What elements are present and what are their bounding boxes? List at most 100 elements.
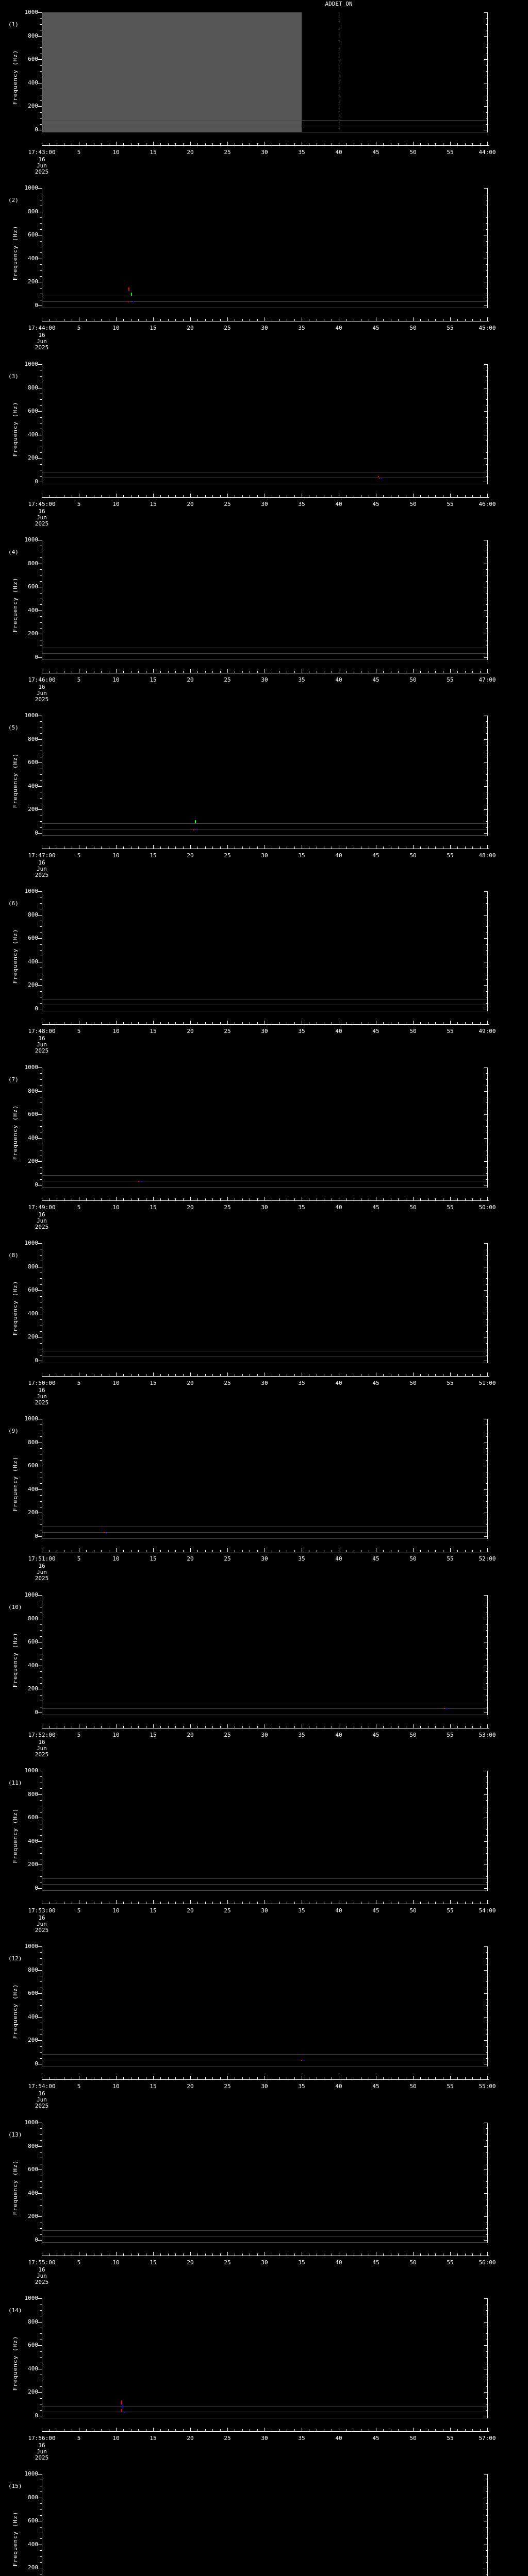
x-tick-label: 50: [409, 149, 417, 156]
x-tick: [49, 671, 50, 673]
y-tick: [40, 1179, 42, 1180]
y-tick: [40, 1343, 42, 1344]
y-tick: [486, 1448, 488, 1449]
y-tick: [486, 2333, 488, 2334]
x-tick: [227, 845, 228, 849]
date-label: Jun: [37, 866, 47, 872]
x-tick: [123, 671, 124, 673]
x-tick: [205, 1550, 206, 1552]
x-tick: [465, 1198, 466, 1200]
reference-line: [42, 1538, 488, 1539]
frequency-axis-label: Frequency (Hz): [12, 1280, 19, 1336]
date-label: Jun: [37, 1217, 47, 1224]
y-tick-label: 200: [28, 2564, 38, 2571]
x-tick: [420, 1902, 421, 1904]
date-label: 16: [38, 1739, 45, 1745]
y-tick-label: 400: [28, 1310, 38, 1317]
date-label: 2025: [35, 2454, 49, 2461]
y-tick: [40, 1296, 42, 1297]
x-tick-label: 55: [447, 1204, 454, 1211]
x-tick: [86, 319, 87, 321]
x-tick: [480, 495, 481, 497]
spectrogram-panel: 0 200 400 600 800 1000 17:56:00 5 10 15 20 25 30 35 40…: [0, 2286, 528, 2462]
x-tick: [212, 2253, 213, 2256]
x-tick-label: 5: [77, 1907, 81, 1914]
x-tick: [294, 1550, 295, 1552]
y-tick-label: 800: [28, 384, 38, 391]
x-tick: [123, 1022, 124, 1024]
y-tick-label: 400: [28, 1486, 38, 1493]
y-tick: [40, 476, 42, 477]
x-tick: [175, 2429, 176, 2431]
x-tick-label: 35: [298, 1732, 305, 1738]
y-tick: [40, 1126, 42, 1127]
y-tick: [40, 1847, 42, 1848]
y-tick: [40, 1776, 42, 1777]
x-tick: [138, 1198, 139, 1200]
x-tick: [101, 2429, 102, 2431]
x-tick: [220, 1198, 221, 1200]
x-tick: [294, 671, 295, 673]
panel-index-label: (12): [8, 1955, 22, 1962]
spectrogram-panel: 0 200 400 600 800 1000 17:53:00 5 10 15 20 25 30 35 40…: [0, 1758, 528, 1935]
x-tick: [183, 2077, 184, 2079]
y-tick-label: 0: [35, 1533, 38, 1539]
x-tick: [294, 319, 295, 321]
date-label: 16: [38, 2090, 45, 2097]
x-tick: [49, 2429, 50, 2431]
y-tick: [486, 622, 488, 623]
x-tick: [175, 2253, 176, 2256]
x-tick: [465, 1374, 466, 1376]
x-tick: [227, 1548, 228, 1552]
detection-mark-red: [128, 287, 129, 291]
x-tick: [205, 143, 206, 145]
x-end-time-label: 53:00: [478, 1732, 496, 1738]
y-tick: [486, 100, 488, 101]
x-tick: [294, 1726, 295, 1728]
x-tick: [398, 1902, 399, 1904]
frequency-axis-label: Frequency (Hz): [12, 1632, 19, 1688]
y-tick: [486, 1671, 488, 1672]
y-tick-label: 1000: [24, 1943, 39, 1950]
y-tick: [486, 2058, 488, 2059]
x-tick: [457, 1726, 458, 1728]
x-tick: [435, 846, 436, 849]
x-tick: [86, 1550, 87, 1552]
x-tick: [116, 494, 117, 497]
y-tick: [486, 124, 488, 125]
x-tick-label: 20: [187, 501, 194, 507]
x-tick: [242, 2077, 243, 2079]
y-tick-label: 1000: [24, 2295, 39, 2301]
x-tick-label: 10: [112, 2259, 120, 2266]
x-tick: [168, 1022, 169, 1024]
x-tick: [465, 1550, 466, 1552]
x-tick: [205, 846, 206, 849]
y-tick-label: 400: [28, 2541, 38, 2548]
x-tick-label: 15: [150, 325, 157, 331]
y-tick: [40, 229, 42, 230]
x-tick: [49, 1374, 50, 1376]
x-tick: [138, 1374, 139, 1376]
x-tick: [190, 2428, 191, 2431]
x-tick: [116, 2252, 117, 2256]
x-tick: [413, 1197, 414, 1200]
x-tick: [205, 495, 206, 497]
x-end-time-label: 47:00: [478, 676, 496, 683]
x-tick: [480, 1726, 481, 1728]
reference-line: [42, 2230, 488, 2231]
y-tick: [40, 1853, 42, 1854]
x-tick: [279, 143, 280, 145]
x-tick: [413, 2076, 414, 2079]
spectrogram-panel: 0200400600800100017:57:00510152025303540…: [0, 2462, 528, 2576]
x-tick: [435, 319, 436, 321]
x-tick: [398, 2429, 399, 2431]
x-tick: [153, 142, 154, 145]
x-tick: [190, 1197, 191, 1200]
x-start-time-label: 17:54:00: [28, 2083, 56, 2090]
y-tick: [38, 1243, 42, 1244]
y-tick: [484, 458, 488, 459]
y-tick: [40, 252, 42, 253]
x-tick-label: 20: [187, 1907, 194, 1914]
x-tick: [450, 1724, 451, 1728]
x-tick: [420, 1726, 421, 1728]
